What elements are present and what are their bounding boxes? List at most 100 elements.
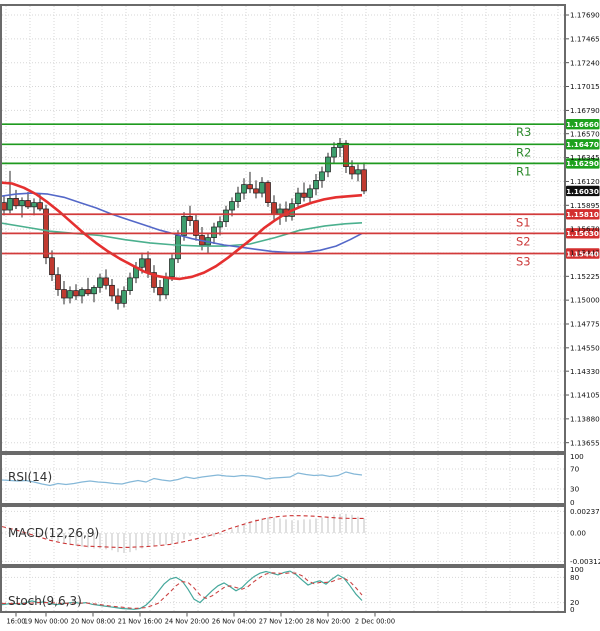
stoch-axis-label: 80 (570, 573, 580, 582)
time-axis-label: 19 Nov 00:00 (24, 618, 68, 626)
bear-candle (265, 182, 271, 203)
bull-candle (127, 277, 133, 291)
macd-signal-line (2, 515, 364, 549)
resistance-badge-r1-text: 1.16290 (566, 159, 599, 168)
bull-candle (337, 142, 343, 148)
price-axis-label: 1.14330 (570, 367, 600, 376)
level-label-s1: S1 (516, 215, 531, 229)
ma-fast-red-line (2, 181, 363, 281)
bull-candle (121, 290, 127, 304)
price-axis-label: 1.14550 (570, 343, 600, 352)
time-axis-label: 28 Nov 20:00 (306, 618, 350, 626)
bull-candle (223, 209, 229, 223)
resistance-badge-r3-text: 1.16660 (566, 120, 599, 129)
bull-candle (7, 198, 13, 211)
price-axis-label: 1.15000 (570, 296, 600, 305)
support-badge-s3-text: 1.15440 (566, 249, 599, 258)
time-axis-label: 16:00 (6, 618, 25, 626)
rsi-panel[interactable] (0, 453, 566, 505)
bear-candle (103, 277, 109, 286)
bull-candle (217, 221, 223, 228)
time-axis-label: 27 Nov 12:00 (259, 618, 303, 626)
bull-candle (313, 180, 319, 190)
price-axis-label: 1.16120 (570, 177, 600, 186)
stoch-content[interactable] (2, 570, 363, 610)
price-axis-label: 1.15445 (570, 249, 600, 258)
bear-candle (55, 274, 61, 290)
level-label-r1: R1 (516, 164, 531, 178)
stoch-panel[interactable] (0, 566, 566, 613)
bull-candle (31, 202, 37, 208)
rsi-axis-label: 0 (570, 498, 575, 507)
bear-candle (37, 202, 43, 210)
stoch-axis-label: 20 (570, 598, 580, 607)
rsi-content[interactable] (2, 471, 363, 487)
bear-candle (157, 287, 163, 296)
bear-candle (85, 289, 91, 295)
macd-axis-label: -0.003124 (570, 557, 600, 566)
bear-candle (13, 198, 19, 207)
price-axis-label: 1.14775 (570, 320, 600, 329)
bear-candle (349, 166, 355, 175)
macd-axis-label: 0.002371 (570, 507, 600, 516)
price-axis-label: 1.16570 (570, 129, 600, 138)
bull-candle (181, 216, 187, 236)
support-badge-s2 (566, 228, 600, 239)
resistance-badge-r1 (566, 158, 600, 169)
time-axis-label: 2 Dec 00:00 (355, 618, 395, 626)
level-label-r2: R2 (516, 145, 531, 159)
time-axis-label: 26 Nov 04:00 (212, 618, 256, 626)
bull-candle (319, 171, 325, 181)
price-axis-label: 1.17015 (570, 82, 600, 91)
bull-candle (67, 290, 73, 299)
rsi-line (2, 471, 363, 487)
price-axis-label: 1.16345 (570, 153, 600, 162)
price-axis-label: 1.16790 (570, 106, 600, 115)
bull-candle (235, 192, 241, 202)
bull-candle (175, 235, 181, 260)
bear-candle (115, 295, 121, 304)
support-badge-s2-text: 1.15630 (566, 229, 599, 238)
bull-candle (307, 188, 313, 198)
bear-candle (109, 284, 115, 297)
level-label-r3: R3 (516, 125, 531, 139)
main-chart-content[interactable] (0, 123, 564, 310)
support-badge-s3 (566, 248, 600, 259)
bull-candle (211, 226, 217, 238)
bull-candle (169, 258, 175, 278)
bull-candle (325, 156, 331, 173)
bull-candle (259, 182, 265, 194)
gridlines (2, 6, 564, 611)
bear-candle (151, 272, 157, 288)
ma-slow-blue-line (2, 192, 363, 254)
price-axis-label: 1.17240 (570, 58, 600, 67)
stoch-d-line (2, 572, 363, 610)
bear-candle (49, 257, 55, 276)
bear-candle (61, 289, 67, 299)
rsi-axis-label: 70 (570, 465, 580, 474)
rsi-indicator-label: RSI(14) (8, 470, 53, 484)
stoch-indicator-label: Stoch(9,6,3) (8, 594, 82, 608)
stoch-axis-label: 0 (570, 605, 575, 614)
bear-candle (193, 220, 199, 236)
bear-candle (25, 200, 31, 208)
macd-content[interactable] (2, 513, 365, 554)
bull-candle (241, 184, 247, 194)
level-label-s2: S2 (516, 234, 531, 248)
bear-candle (301, 192, 307, 198)
main-chart-panel[interactable] (0, 4, 566, 453)
macd-panel[interactable] (0, 505, 566, 566)
macd-indicator-label: MACD(12,26,9) (8, 526, 100, 540)
price-axis-label: 1.13880 (570, 414, 600, 423)
price-axis-label: 1.15895 (570, 201, 600, 210)
time-axis[interactable] (15, 613, 376, 617)
price-axis[interactable] (566, 14, 600, 444)
bull-candle (229, 201, 235, 211)
bull-candle (97, 277, 103, 288)
bear-candle (145, 258, 151, 273)
bear-candle (187, 216, 193, 221)
ma-mid-teal-line (2, 222, 363, 247)
time-axis-label: 21 Nov 16:00 (118, 618, 162, 626)
